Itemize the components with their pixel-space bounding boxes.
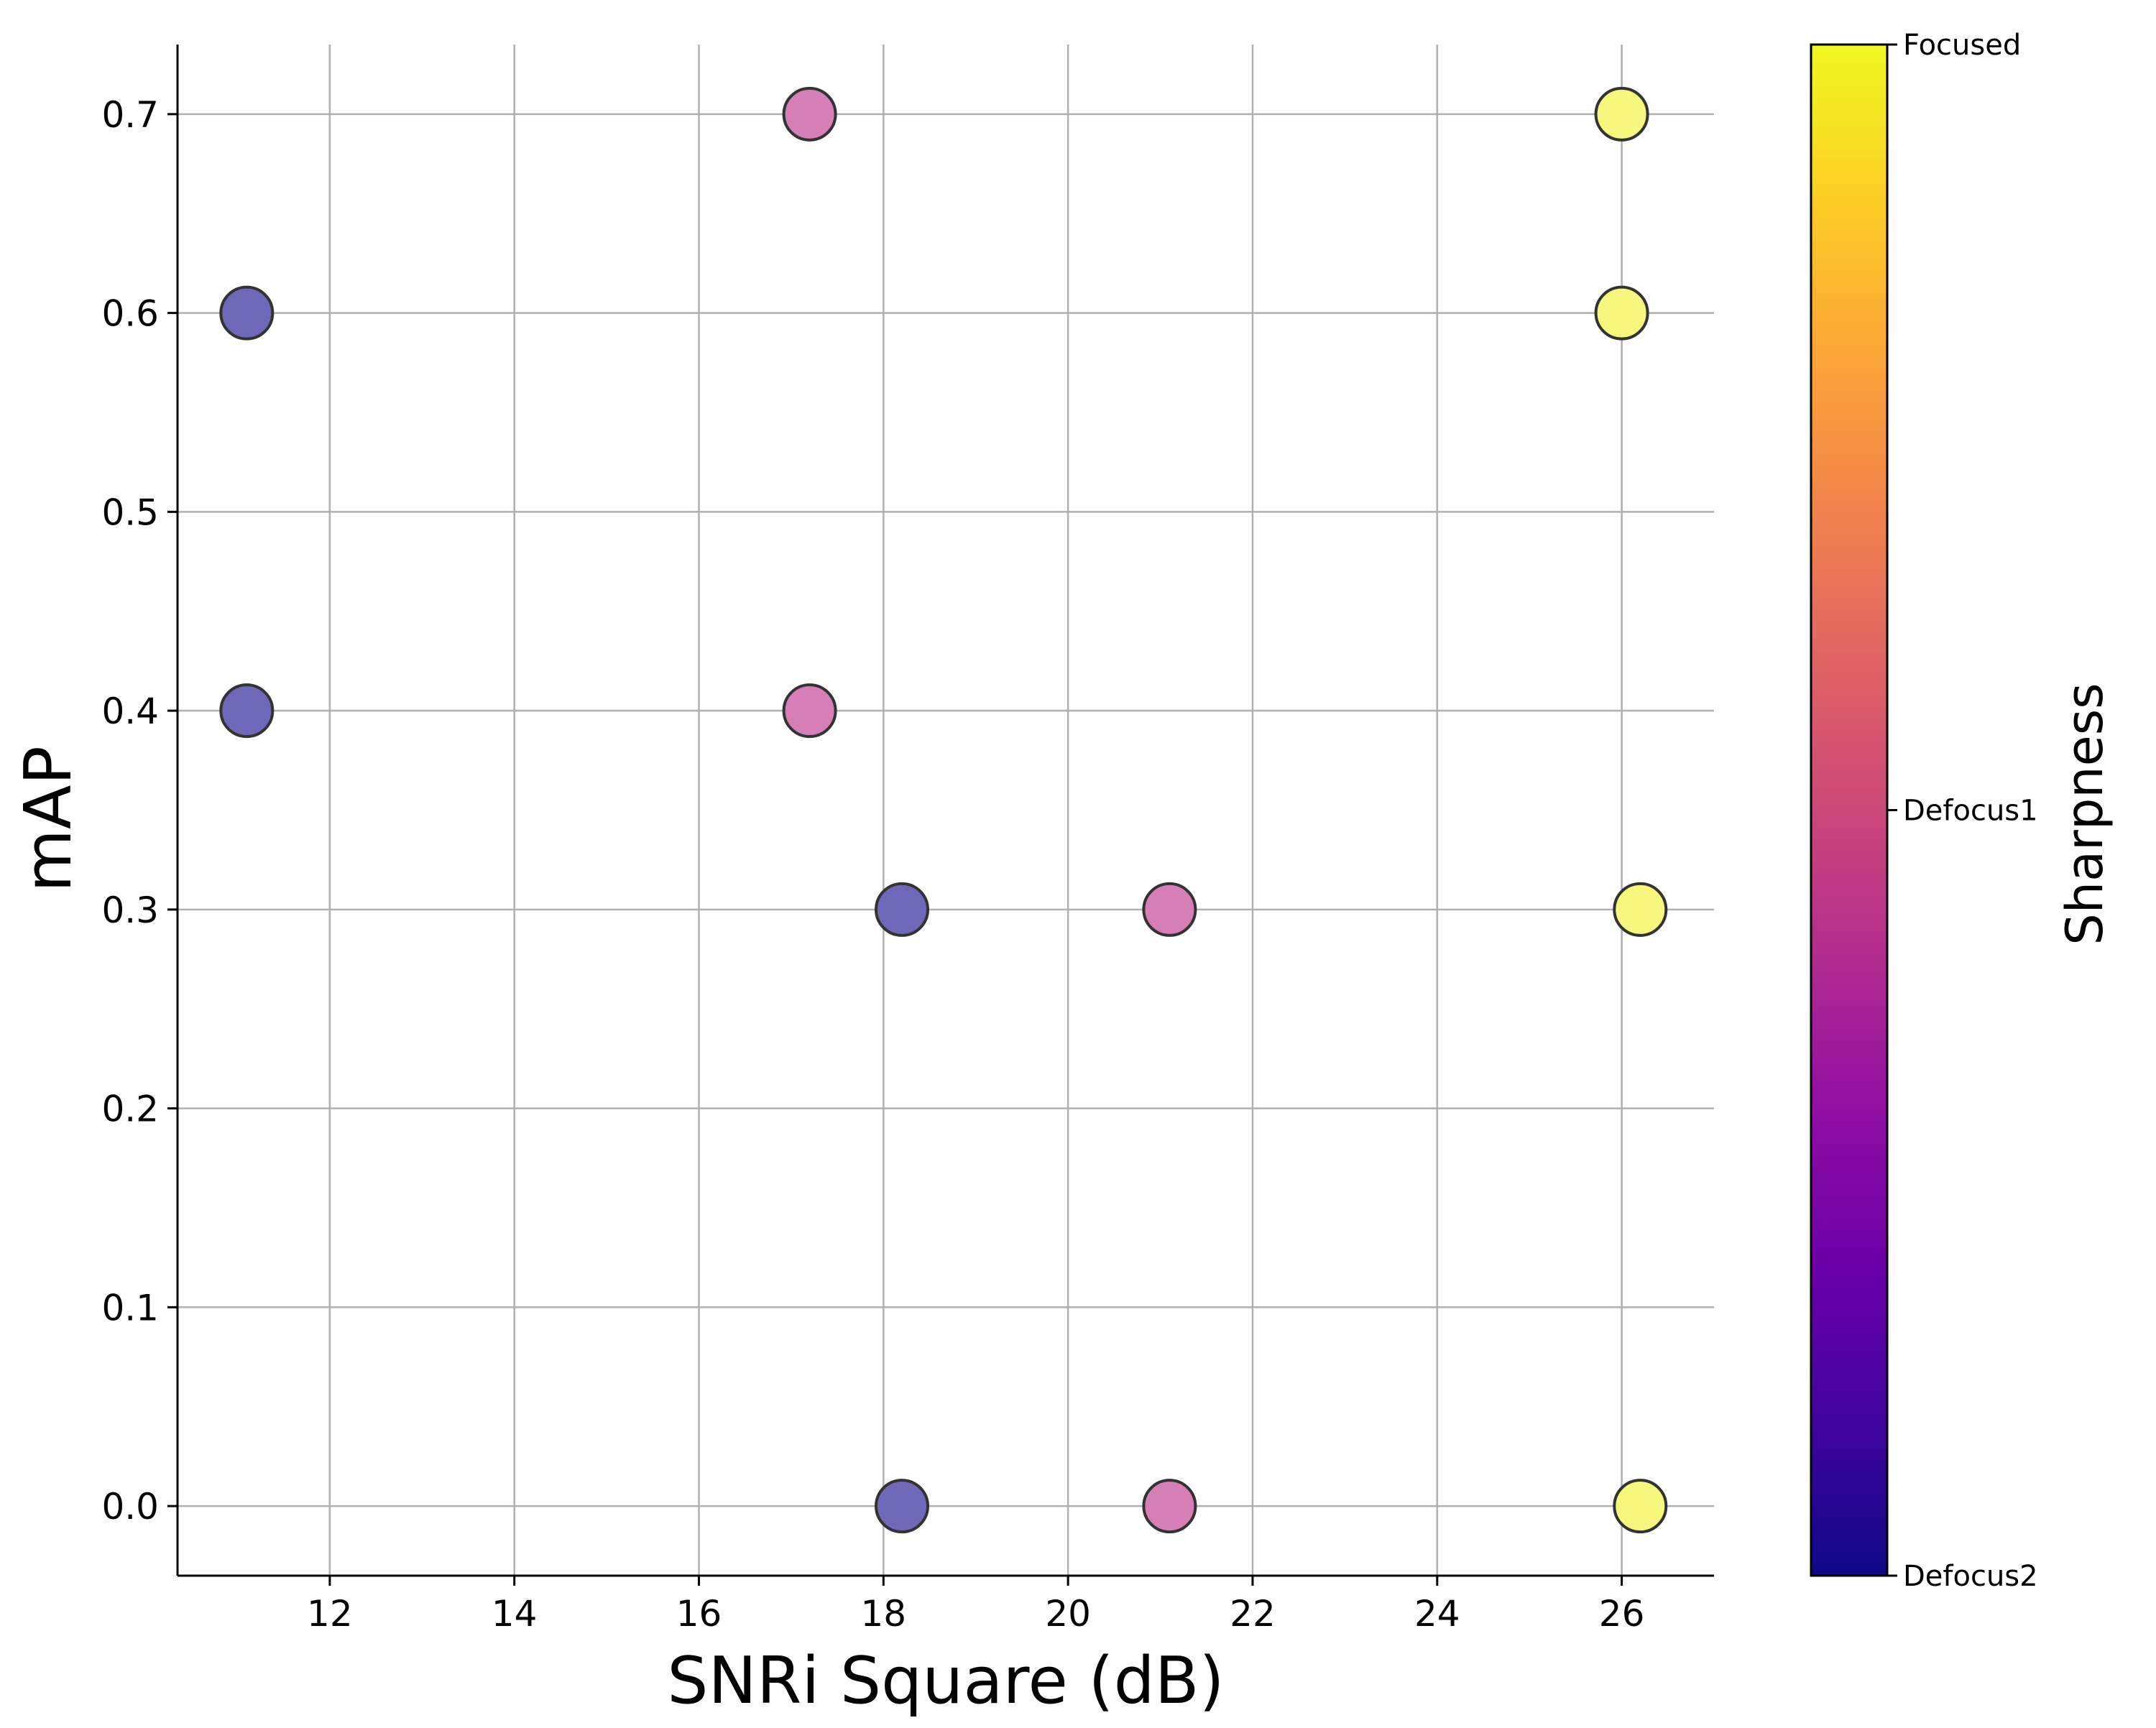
data-point-defocus1 — [1142, 1479, 1197, 1534]
y-tick-label: 0.0 — [101, 1486, 159, 1528]
x-tick-label: 12 — [307, 1593, 353, 1635]
y-axis-title: mAP — [11, 746, 86, 892]
data-point-focused — [1594, 285, 1649, 341]
data-point-focused — [1613, 882, 1668, 937]
x-tick-label: 24 — [1414, 1593, 1460, 1635]
colorbar-tick-label: Defocus1 — [1903, 795, 2038, 828]
x-tick-label: 22 — [1230, 1593, 1276, 1635]
y-tick-label: 0.6 — [101, 293, 159, 335]
colorbar-tick-label: Focused — [1903, 29, 2021, 62]
data-point-focused — [1594, 86, 1649, 142]
y-tick-label: 0.7 — [101, 94, 159, 136]
x-axis-title: SNRi Square (dB) — [667, 1643, 1224, 1719]
data-point-defocus1 — [782, 683, 837, 739]
data-point-focused — [1613, 1479, 1668, 1534]
colorbar-ticks: Defocus2 Defocus1 Focused — [1887, 29, 2038, 1593]
axes — [176, 45, 1714, 1577]
data-point-defocus1 — [782, 86, 837, 142]
colorbar-title: Sharpness — [2055, 683, 2114, 945]
colorbar-gradient — [1810, 43, 1889, 1577]
data-point-defocus2 — [219, 285, 275, 341]
y-tick-label: 0.1 — [101, 1287, 159, 1329]
colorbar: Defocus2 Defocus1 Focused Sharpness — [1810, 29, 2114, 1593]
data-point-defocus2 — [875, 882, 930, 937]
y-tick-label: 0.4 — [101, 690, 159, 732]
x-tick-label: 26 — [1599, 1593, 1645, 1635]
data-point-defocus1 — [1142, 882, 1197, 937]
grid — [178, 45, 1714, 1576]
y-tick-label: 0.2 — [101, 1089, 159, 1130]
x-tick-label: 18 — [861, 1593, 907, 1635]
x-tick-label: 14 — [492, 1593, 538, 1635]
ticks: 12 14 16 18 20 22 24 26 0.0 0.1 0.2 0.3 0.4 0.5 0.6 0.7 — [101, 94, 1644, 1635]
data-points — [219, 86, 1668, 1534]
colorbar-tick-label: Defocus2 — [1903, 1560, 2038, 1593]
x-tick-label: 20 — [1045, 1593, 1091, 1635]
data-point-defocus2 — [875, 1479, 930, 1534]
y-tick-label: 0.3 — [101, 890, 159, 931]
data-point-defocus2 — [219, 683, 275, 739]
x-tick-label: 16 — [676, 1593, 722, 1635]
y-tick-label: 0.5 — [101, 491, 159, 533]
